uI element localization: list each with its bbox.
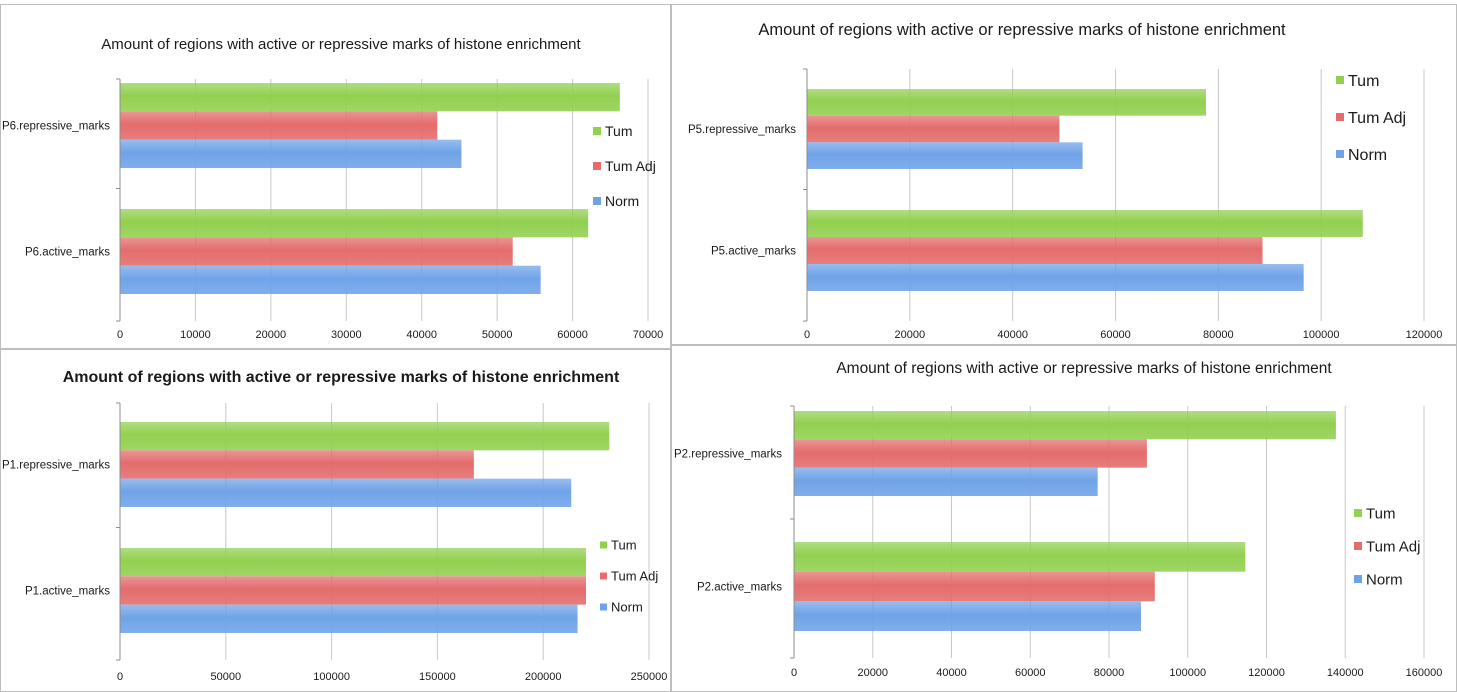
category-label: P6.active_marks xyxy=(25,247,110,259)
x-tick-label: 160000 xyxy=(1406,667,1443,679)
bar-tum-adj-p6-repressive-marks xyxy=(120,111,438,140)
x-tick-label: 0 xyxy=(804,329,810,341)
category-label: P2.active_marks xyxy=(697,582,782,594)
chart-panel-p5: Amount of regions with active or repress… xyxy=(671,4,1457,345)
bar-tum-adj-p2-repressive-marks xyxy=(794,439,1147,468)
legend-swatch-norm xyxy=(1354,575,1362,583)
bar-norm-p1-repressive-marks xyxy=(120,478,572,507)
bar-tum-p2-repressive-marks xyxy=(794,411,1336,440)
legend-label-tum-adj: Tum Adj xyxy=(1366,538,1420,555)
bar-tum-p6-repressive-marks xyxy=(120,83,620,112)
chart-svg: Amount of regions with active or repress… xyxy=(2,369,668,683)
x-tick-label: 70000 xyxy=(633,329,664,341)
x-tick-label: 80000 xyxy=(1203,329,1234,341)
bar-norm-p6-repressive-marks xyxy=(120,139,462,168)
x-tick-label: 0 xyxy=(117,671,123,683)
x-tick-label: 40000 xyxy=(936,667,967,679)
bar-tum-p1-repressive-marks xyxy=(120,422,610,451)
category-label: P2.repressive_marks xyxy=(674,449,782,461)
x-tick-label: 120000 xyxy=(1248,667,1285,679)
bar-norm-p5-active-marks xyxy=(807,264,1304,291)
bar-tum-p1-active-marks xyxy=(120,548,587,577)
bar-norm-p6-active-marks xyxy=(120,265,541,294)
chart-title: Amount of regions with active or repress… xyxy=(758,21,1286,39)
category-label: P5.repressive_marks xyxy=(688,124,796,136)
x-tick-label: 50000 xyxy=(482,329,513,341)
legend-swatch-tum xyxy=(600,541,607,549)
bar-tum-adj-p6-active-marks xyxy=(120,237,513,266)
chart-title: Amount of regions with active or repress… xyxy=(836,360,1332,377)
bar-tum-p5-active-marks xyxy=(807,210,1363,237)
x-tick-label: 250000 xyxy=(631,671,668,683)
x-tick-label: 0 xyxy=(791,667,797,679)
x-tick-label: 100000 xyxy=(313,671,350,683)
bar-tum-p6-active-marks xyxy=(120,209,589,238)
legend-swatch-tum xyxy=(593,127,601,135)
legend-label-tum: Tum xyxy=(605,123,632,139)
legend-swatch-tum-adj xyxy=(1354,542,1362,550)
chart-svg: Amount of regions with active or repress… xyxy=(688,21,1443,341)
legend-swatch-tum-adj xyxy=(593,162,601,170)
x-tick-label: 200000 xyxy=(525,671,562,683)
x-tick-label: 40000 xyxy=(406,329,437,341)
legend-label-norm: Norm xyxy=(1348,147,1387,164)
legend-swatch-tum xyxy=(1336,76,1344,84)
bar-tum-p2-active-marks xyxy=(794,542,1246,572)
legend-swatch-tum-adj xyxy=(1336,113,1344,121)
bar-norm-p1-active-marks xyxy=(120,604,578,633)
legend-swatch-norm xyxy=(593,197,601,205)
chart-panel-p6: Amount of regions with active or repress… xyxy=(0,4,671,349)
legend-swatch-tum-adj xyxy=(600,572,607,580)
x-tick-label: 80000 xyxy=(1094,667,1125,679)
chart-title: Amount of regions with active or repress… xyxy=(101,36,581,53)
x-tick-label: 60000 xyxy=(557,329,588,341)
category-label: P6.repressive_marks xyxy=(2,121,110,133)
chart-title: Amount of regions with active or repress… xyxy=(63,369,620,386)
bar-tum-adj-p1-repressive-marks xyxy=(120,450,474,479)
category-label: P1.active_marks xyxy=(25,586,110,598)
bar-tum-adj-p5-repressive-marks xyxy=(807,115,1060,143)
legend-label-norm: Norm xyxy=(611,600,643,615)
legend-swatch-tum xyxy=(1354,509,1362,517)
x-tick-label: 150000 xyxy=(419,671,456,683)
x-tick-label: 60000 xyxy=(1100,329,1131,341)
x-tick-label: 100000 xyxy=(1169,667,1206,679)
legend-label-norm: Norm xyxy=(605,193,639,209)
x-tick-label: 20000 xyxy=(857,667,888,679)
x-tick-label: 60000 xyxy=(1015,667,1046,679)
x-tick-label: 100000 xyxy=(1303,329,1340,341)
chart-svg: Amount of regions with active or repress… xyxy=(2,36,664,341)
x-tick-label: 10000 xyxy=(180,329,211,341)
legend-label-tum: Tum xyxy=(611,538,637,553)
chart-svg: Amount of regions with active or repress… xyxy=(674,360,1443,679)
category-label: P5.active_marks xyxy=(711,246,796,258)
legend-label-tum-adj: Tum Adj xyxy=(605,158,656,174)
legend-swatch-norm xyxy=(600,603,607,611)
bar-tum-adj-p5-active-marks xyxy=(807,237,1263,264)
legend-label-norm: Norm xyxy=(1366,571,1403,588)
bar-norm-p5-repressive-marks xyxy=(807,142,1083,169)
x-tick-label: 20000 xyxy=(895,329,926,341)
x-tick-label: 120000 xyxy=(1406,329,1443,341)
bar-tum-adj-p2-active-marks xyxy=(794,571,1155,602)
bar-tum-adj-p1-active-marks xyxy=(120,576,587,605)
legend-label-tum: Tum xyxy=(1348,73,1379,90)
bar-norm-p2-active-marks xyxy=(794,601,1141,631)
x-tick-label: 20000 xyxy=(256,329,287,341)
x-tick-label: 0 xyxy=(117,329,123,341)
chart-panel-p2: Amount of regions with active or repress… xyxy=(671,345,1457,692)
x-tick-label: 140000 xyxy=(1327,667,1364,679)
legend-label-tum-adj: Tum Adj xyxy=(611,569,658,584)
bar-tum-p5-repressive-marks xyxy=(807,89,1206,116)
chart-panel-p1: Amount of regions with active or repress… xyxy=(0,349,671,692)
legend-label-tum-adj: Tum Adj xyxy=(1348,110,1406,127)
x-tick-label: 30000 xyxy=(331,329,362,341)
x-tick-label: 40000 xyxy=(997,329,1028,341)
legend-swatch-norm xyxy=(1336,150,1344,158)
x-tick-label: 50000 xyxy=(211,671,242,683)
legend-label-tum: Tum xyxy=(1366,505,1395,522)
category-label: P1.repressive_marks xyxy=(2,460,110,472)
bar-norm-p2-repressive-marks xyxy=(794,467,1098,496)
